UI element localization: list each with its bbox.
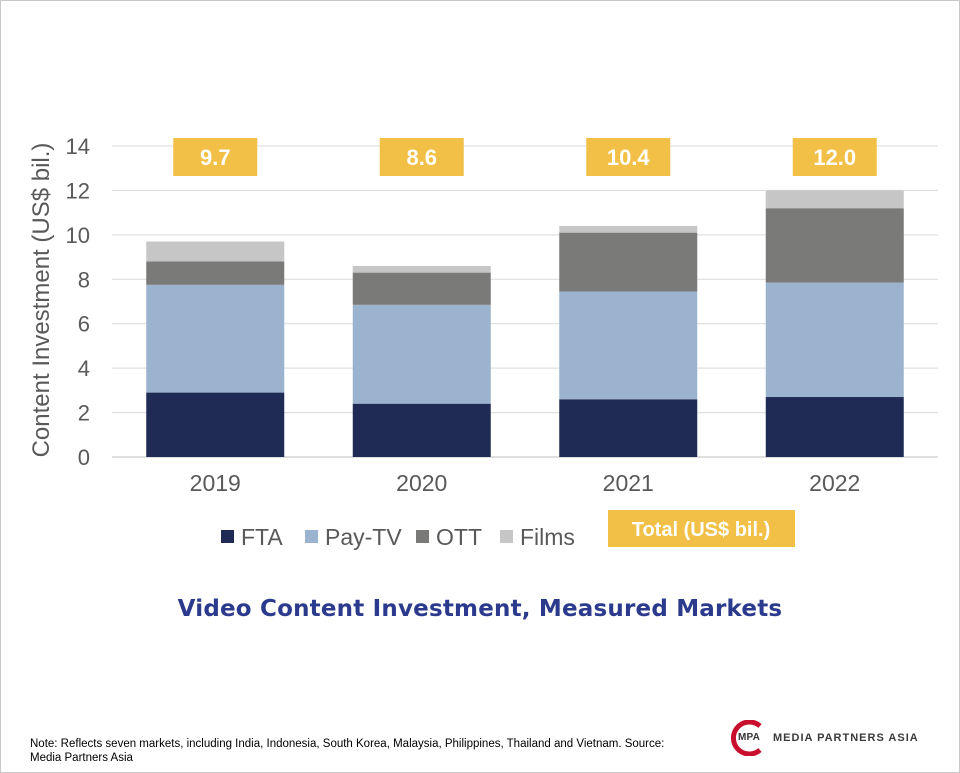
x-tick-label: 2021 — [603, 470, 654, 496]
bar-segment-pay-tv — [559, 291, 698, 400]
chart-title: Video Content Investment, Measured Marke… — [177, 596, 783, 622]
bar-segment-fta — [146, 392, 285, 457]
bar-segment-pay-tv — [146, 284, 285, 393]
total-value-label: 9.7 — [200, 145, 231, 170]
total-legend-label: Total (US$ bil.) — [632, 519, 771, 541]
total-legend-badge — [608, 510, 795, 547]
bar-segment-films — [765, 190, 904, 209]
total-badge — [379, 138, 464, 176]
chart-area: 0 2 4 6 8 10 12 14 Content Investment (US$ bil.)… — [28, 134, 938, 550]
bar-segment-ott — [146, 261, 285, 285]
legend-swatch — [305, 530, 318, 543]
total-badge — [173, 138, 258, 176]
bar-segment-fta — [765, 397, 904, 457]
total-value-label: 10.4 — [607, 145, 651, 170]
bar-segment-pay-tv — [352, 304, 491, 404]
total-badge — [586, 138, 671, 176]
bar-segment-fta — [559, 399, 698, 457]
legend-swatch — [221, 530, 234, 543]
total-badge — [792, 138, 877, 176]
logo-mark-icon — [730, 720, 762, 756]
bar-segment-pay-tv — [765, 282, 904, 398]
legend-label: Pay-TV — [325, 524, 402, 550]
y-tick-label: 4 — [78, 356, 90, 381]
bar-segment-ott — [765, 208, 904, 283]
x-tick-label: 2022 — [809, 470, 860, 496]
legend-swatch — [416, 530, 429, 543]
logo-text: MEDIA PARTNERS ASIA — [773, 732, 919, 744]
total-value-label: 12.0 — [813, 145, 856, 170]
legend-label: FTA — [241, 524, 283, 550]
media-partners-asia-logo: MPA MEDIA PARTNERS ASIA — [730, 720, 940, 760]
bar-segment-ott — [559, 232, 698, 292]
x-tick-label: 2019 — [190, 470, 241, 496]
y-tick-label: 12 — [66, 178, 90, 203]
legend-label: Films — [520, 524, 575, 550]
footnote: Note: Reflects seven markets, including … — [30, 738, 665, 764]
bar-segment-films — [559, 225, 698, 233]
y-tick-label: 2 — [78, 401, 90, 426]
y-tick-label: 6 — [78, 312, 90, 337]
y-axis-label: Content Investment (US$ bil.) — [28, 143, 55, 458]
legend-swatch — [500, 530, 513, 543]
logo-abbreviation: MPA — [738, 732, 761, 743]
x-tick-label: 2020 — [396, 470, 447, 496]
legend-label: OTT — [436, 524, 482, 550]
bar-segment-fta — [352, 403, 491, 457]
bar-segment-films — [146, 241, 285, 262]
total-value-label: 8.6 — [406, 145, 437, 170]
y-tick-label: 8 — [78, 267, 90, 292]
y-tick-label: 0 — [78, 445, 90, 470]
bar-segment-ott — [352, 272, 491, 305]
y-tick-label: 14 — [66, 134, 90, 159]
y-tick-label: 10 — [66, 223, 90, 248]
bar-segment-films — [352, 265, 491, 273]
